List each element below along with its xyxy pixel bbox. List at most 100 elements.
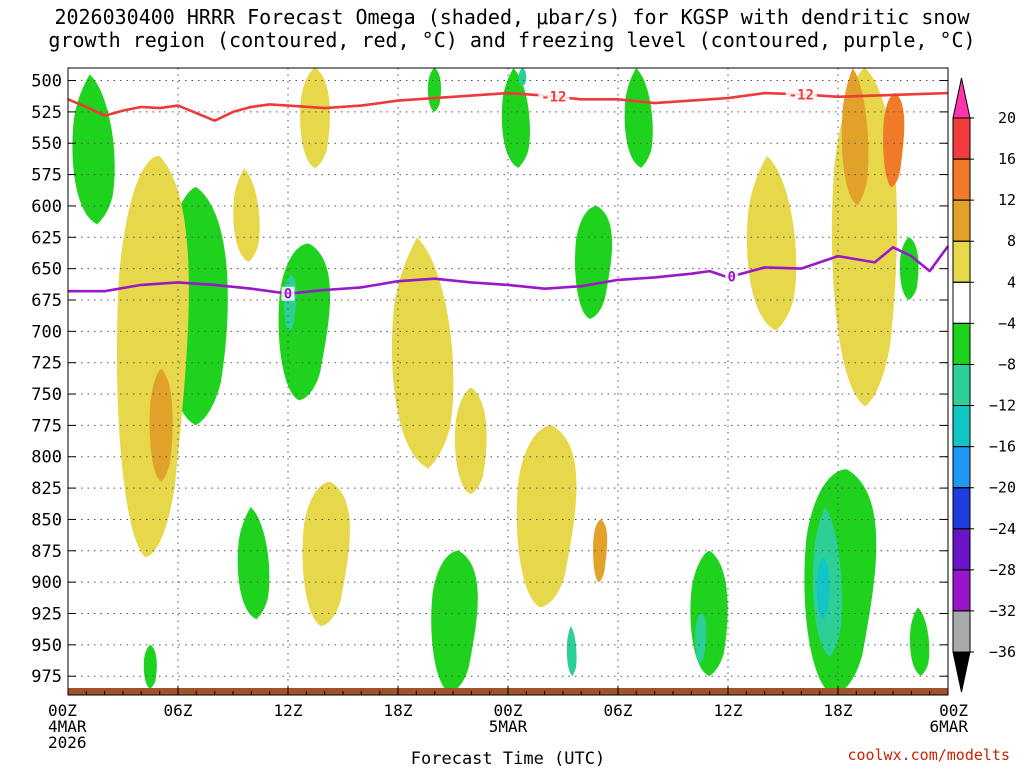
omega-region-sinking-20 [516,425,577,608]
x-tick-label: 5MAR [489,717,528,736]
y-tick-label: 525 [31,103,62,123]
colorbar-label: −20 [989,479,1016,497]
x-tick-label: 6MAR [929,717,968,736]
freezing-level-contour-label-bg [281,286,295,301]
x-tick-label: 12Z [714,701,743,720]
freezing-level-contour-line [68,245,950,295]
y-tick-label: 725 [31,354,62,374]
omega-region-rising-0 [72,74,115,225]
colorbar-label: −24 [989,520,1016,538]
y-tick-label: 575 [31,166,62,186]
omega-region-sinking-17 [302,481,350,627]
omega-region-rising-31 [816,557,830,620]
freezing-level-contour-label-bg [725,269,739,284]
omega-region-rising-24 [566,626,577,677]
colorbar-swatch [952,158,971,201]
colorbar-swatch [952,199,971,242]
colorbar-label: −12 [989,397,1016,415]
y-tick-label: 950 [31,636,62,656]
y-tick-label: 975 [31,667,62,687]
y-tick-label: 700 [31,322,62,342]
y-tick-label: 650 [31,260,62,280]
y-tick-label: 600 [31,197,62,217]
omega-region-sinking-29 [593,519,608,583]
omega-region-rising-3 [237,506,270,620]
title-line-2: growth region (contoured, red, °C) and f… [48,28,976,52]
freezing-level-contour-label: 0 [284,287,292,303]
x-tick-label: 12Z [274,701,303,720]
colorbar-swatch [952,281,971,324]
colorbar-swatch [952,240,971,283]
y-tick-label: 625 [31,228,62,248]
y-tick-label: 550 [31,134,62,154]
omega-region-sinking-19 [454,387,487,495]
omega-region-rising-26 [695,613,707,664]
colorbar-label: 12 [998,191,1016,209]
colorbar-swatch [952,487,971,530]
omega-region-rising-25 [518,68,527,87]
colorbar-label: −36 [989,643,1016,661]
omega-region-rising-12 [909,607,930,677]
colorbar-swatch [952,363,971,407]
colorbar-swatch [952,117,971,160]
x-tick-label: 00Z [494,701,523,720]
colorbar-top-arrow [952,77,971,119]
colorbar-bottom-arrow [952,651,971,693]
x-tick-label: 2026 [48,733,87,752]
colorbar-label: 16 [998,150,1016,168]
x-tick-label: 00Z [939,701,968,720]
x-axis-label: Forecast Time (UTC) [411,749,605,768]
colorbar-swatch [952,405,971,448]
colorbar-label: −16 [989,438,1016,456]
omega-region-rising-5 [431,550,478,693]
omega-region-sinking-15 [233,168,260,263]
omega-region-sinking-14 [116,155,189,558]
colorbar-label: 8 [1007,232,1016,250]
colorbar-label: 4 [1007,273,1016,291]
x-tick-label: 4MAR [48,717,87,736]
y-tick-label: 500 [31,72,62,92]
y-tick-label: 875 [31,542,62,562]
x-tick-label: 18Z [824,701,853,720]
y-tick-label: 900 [31,573,62,593]
colorbar: 20 16 12 8 4 −4 −8 −12 −16 −20 −24 −28 −32 −36 [952,77,1016,693]
freezing-level-contour-label: 0 [727,269,735,285]
temperature-contours: -12 -12 0 0 [67,87,950,303]
grid-lines [68,68,948,695]
y-axis-pressure: 500 525 550 575 600 625 650 675 700 725 750 775 800 8… [31,72,948,687]
y-tick-label: 825 [31,479,62,499]
x-tick-label: 06Z [604,701,633,720]
dendritic-contour-label: -12 [789,87,814,103]
omega-region-sinking-28 [149,368,173,482]
omega-region-sinking-18 [391,237,454,470]
colorbar-swatch [952,610,971,653]
x-tick-label: 00Z [48,701,77,720]
dendritic-contour-line [67,91,949,122]
omega-region-sinking-32 [883,93,905,188]
colorbar-label: −8 [998,355,1016,373]
omega-region-rising-4 [143,644,157,689]
colorbar-swatch [952,528,971,571]
y-tick-label: 925 [31,604,62,624]
dendritic-contour-label-bg [538,89,570,104]
colorbar-label: −4 [998,314,1016,332]
x-tick-label: 18Z [384,701,413,720]
omega-region-rising-8 [574,205,613,319]
title-line-1: 2026030400 HRRR Forecast Omega (shaded, … [54,5,970,29]
omega-region-sinking-21 [746,155,797,332]
y-tick-label: 675 [31,291,62,311]
y-tick-label: 775 [31,416,62,436]
colorbar-label: −28 [989,561,1016,579]
dendritic-contour-label-bg [785,87,817,102]
colorbar-swatch [952,322,971,365]
x-tick-label: 06Z [164,701,193,720]
y-tick-label: 800 [31,448,62,468]
dendritic-contour-label: -12 [541,90,566,106]
colorbar-label: 20 [998,109,1016,127]
y-tick-label: 850 [31,510,62,530]
colorbar-label: −32 [989,602,1016,620]
colorbar-swatch [952,446,971,489]
colorbar-swatch [952,569,971,612]
